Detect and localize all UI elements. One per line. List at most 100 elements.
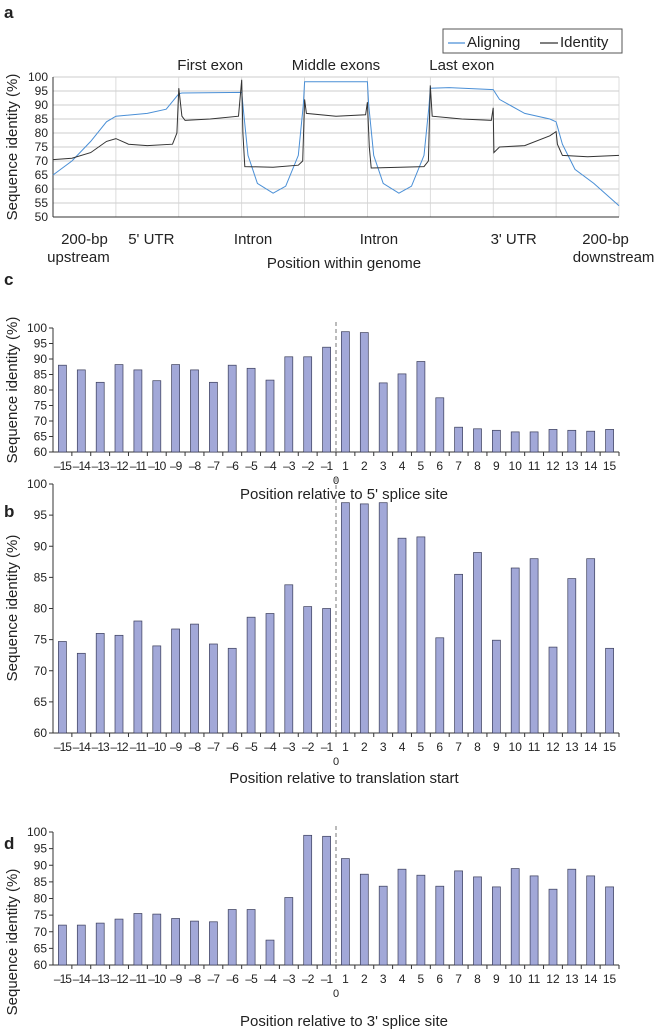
x-tick-label: –12 (111, 972, 129, 986)
region-label-bottom: downstream (573, 249, 655, 266)
bar (284, 356, 294, 453)
y-tick-label: 85 (34, 368, 48, 382)
bar (322, 608, 331, 734)
x-tick-label: 14 (584, 740, 598, 754)
x-tick-label: –3 (283, 972, 296, 986)
bar (133, 913, 143, 966)
y-tick-label: 70 (34, 664, 48, 678)
x-tick-label: –9 (170, 972, 183, 986)
bar (190, 920, 199, 966)
bar (435, 637, 445, 734)
bar (473, 876, 482, 966)
y-tick-label: 80 (34, 383, 48, 397)
y-tick-label: 95 (34, 508, 48, 522)
x-tick-label: –15 (54, 740, 72, 754)
y-tick-label: 75 (34, 399, 48, 413)
bar (58, 641, 67, 734)
region-label-top: Middle exons (292, 57, 380, 74)
bar (548, 429, 558, 453)
bar (529, 875, 539, 966)
x-tick-label: 12 (546, 740, 560, 754)
x-tick-label: –11 (130, 972, 147, 986)
bar (246, 909, 256, 966)
x-tick-label: –8 (189, 740, 202, 754)
x-tick-label: –6 (227, 740, 240, 754)
legend: Aligning Identity (442, 28, 623, 54)
x-tick-label: –14 (73, 972, 91, 986)
zero-label: 0 (333, 756, 339, 768)
bar (246, 616, 256, 734)
x-tick-label: 5 (418, 459, 425, 473)
x-tick-label: 2 (361, 972, 368, 986)
bar (378, 382, 388, 453)
x-tick-label: –7 (208, 740, 221, 754)
legend-box (442, 28, 623, 54)
y-tick-label: 75 (34, 908, 48, 922)
x-tick-label: –15 (54, 459, 72, 473)
region-label-bottom: 200-bp (582, 231, 629, 248)
bar (152, 380, 162, 453)
region-label-top: First exon (177, 57, 243, 74)
y-tick-label: 65 (34, 695, 48, 709)
y-axis-title: Sequence identity (%) (4, 535, 21, 682)
bar (454, 426, 463, 453)
x-tick-label: 14 (584, 972, 598, 986)
bar (510, 868, 520, 966)
legend-label-aligning: Aligning (467, 34, 520, 51)
x-tick-label: –10 (148, 740, 166, 754)
bar (567, 868, 577, 966)
bar (473, 428, 482, 453)
region-label-bottom: Intron (360, 231, 398, 248)
y-tick-label: 90 (35, 98, 49, 112)
bar (171, 628, 180, 734)
bar (303, 606, 313, 734)
bar (416, 536, 426, 734)
x-tick-label: 8 (474, 972, 481, 986)
x-tick-label: –15 (54, 972, 72, 986)
bar (586, 558, 596, 734)
x-tick-label: –14 (73, 459, 91, 473)
x-tick-label: –1 (321, 740, 334, 754)
bar (209, 921, 218, 966)
bar (473, 552, 482, 734)
bar (227, 647, 237, 734)
x-tick-label: –6 (227, 459, 240, 473)
bar (95, 633, 105, 734)
x-tick-label: 15 (603, 459, 617, 473)
x-axis-title: Position within genome (267, 255, 421, 272)
x-tick-label: 3 (380, 972, 387, 986)
y-tick-label: 55 (35, 196, 49, 210)
x-tick-label: –9 (170, 740, 183, 754)
bar (133, 369, 143, 453)
bar (567, 578, 577, 734)
x-tick-label: –12 (111, 740, 129, 754)
y-tick-label: 70 (35, 154, 49, 168)
y-tick-label: 100 (28, 70, 48, 84)
x-tick-label: 6 (436, 972, 443, 986)
x-tick-label: –8 (189, 459, 202, 473)
x-tick-label: –1 (321, 459, 334, 473)
bar (246, 367, 256, 453)
x-tick-label: –4 (264, 972, 277, 986)
region-label-bottom: 5' UTR (128, 231, 174, 248)
x-tick-label: –5 (245, 972, 258, 986)
x-tick-label: 13 (565, 740, 579, 754)
bar (322, 346, 331, 453)
y-tick-label: 75 (35, 140, 49, 154)
zero-label: 0 (333, 988, 339, 1000)
bar (76, 652, 86, 734)
panel-label-d: d (4, 834, 14, 853)
x-tick-label: –2 (302, 740, 315, 754)
bar (133, 620, 143, 734)
y-tick-label: 80 (34, 892, 48, 906)
y-axis-title: Sequence identity (%) (4, 869, 21, 1016)
bar (567, 429, 577, 453)
x-tick-label: 6 (436, 459, 443, 473)
bar (284, 897, 294, 966)
y-tick-label: 70 (34, 925, 48, 939)
y-tick-label: 100 (27, 477, 47, 491)
